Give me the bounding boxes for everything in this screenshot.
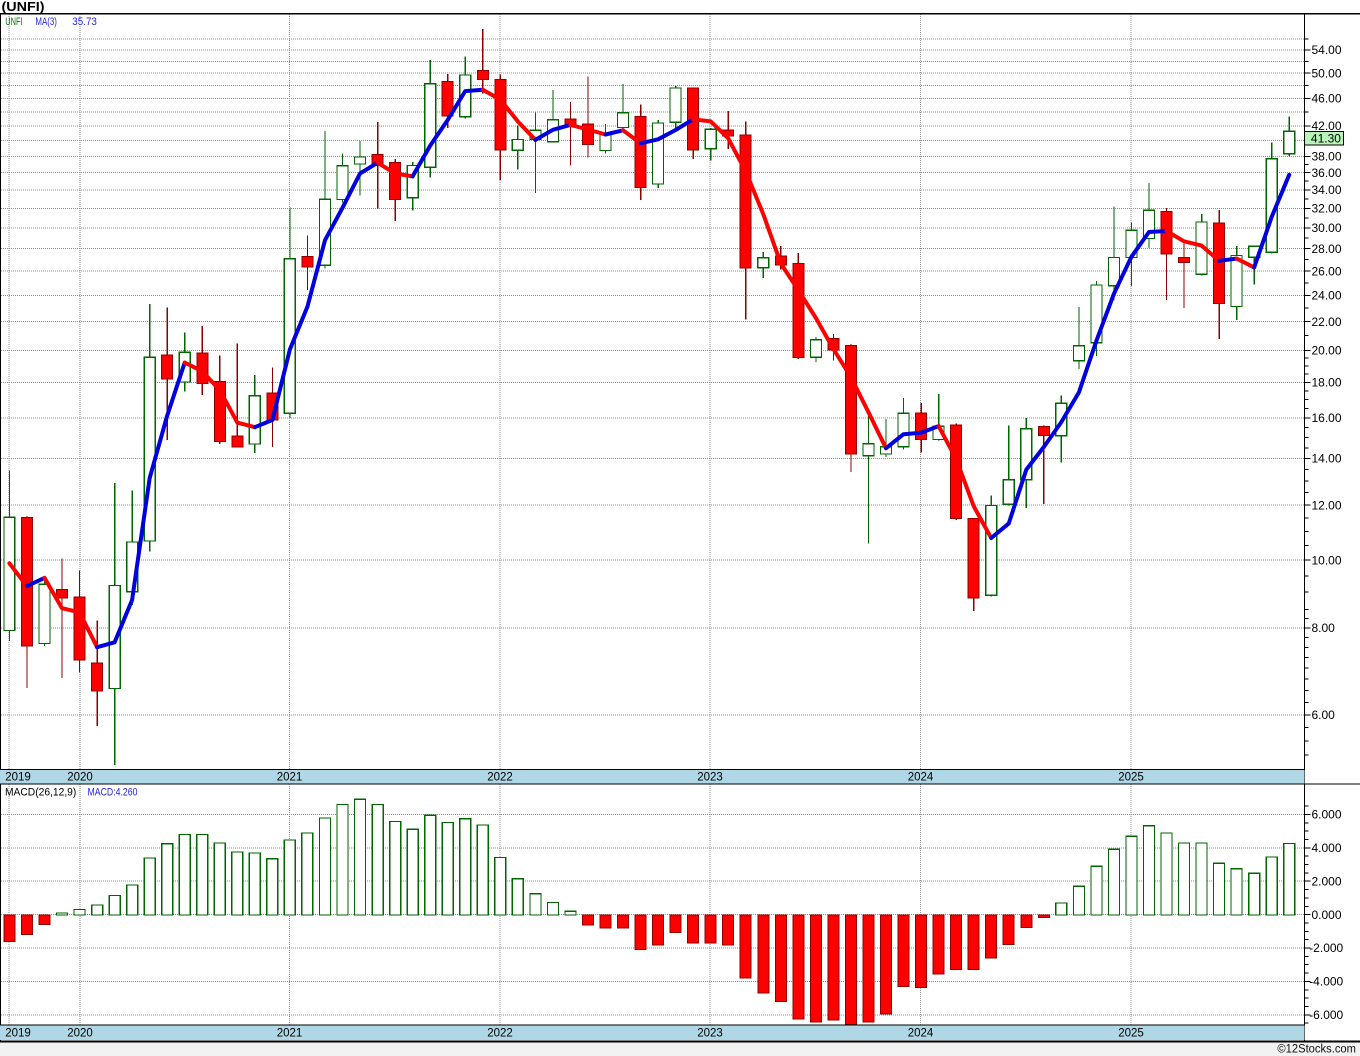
svg-text:20.00: 20.00 [1312, 344, 1342, 358]
svg-text:22.00: 22.00 [1312, 315, 1342, 329]
svg-text:0.000: 0.000 [1312, 908, 1342, 922]
svg-text:35.73: 35.73 [72, 16, 97, 28]
svg-text:MA(3): MA(3) [35, 16, 57, 28]
svg-text:28.00: 28.00 [1312, 242, 1342, 256]
svg-text:2019: 2019 [5, 1028, 31, 1040]
svg-text:4.000: 4.000 [1312, 841, 1342, 855]
svg-text:32.00: 32.00 [1312, 202, 1342, 216]
svg-text:34.00: 34.00 [1312, 183, 1342, 197]
svg-text:©12Stocks.com: ©12Stocks.com [1277, 1044, 1356, 1056]
svg-text:2023: 2023 [697, 771, 723, 783]
svg-text:46.00: 46.00 [1312, 92, 1342, 106]
svg-text:6.00: 6.00 [1312, 708, 1336, 722]
svg-text:12.00: 12.00 [1312, 498, 1342, 512]
svg-text:2022: 2022 [487, 1028, 513, 1040]
svg-text:2.000: 2.000 [1312, 874, 1342, 888]
svg-text:-4.000: -4.000 [1309, 975, 1343, 989]
svg-text:2021: 2021 [277, 1028, 303, 1040]
svg-text:10.00: 10.00 [1312, 553, 1342, 567]
svg-text:2023: 2023 [697, 1028, 723, 1040]
svg-text:30.00: 30.00 [1312, 221, 1342, 235]
svg-text:36.00: 36.00 [1312, 166, 1342, 180]
svg-text:2024: 2024 [908, 771, 934, 783]
svg-text:24.00: 24.00 [1312, 289, 1342, 303]
svg-text:2020: 2020 [67, 771, 93, 783]
svg-text:2019: 2019 [5, 771, 31, 783]
svg-text:MACD(26,12,9): MACD(26,12,9) [5, 787, 76, 799]
svg-text:8.00: 8.00 [1312, 621, 1336, 635]
svg-text:-6.000: -6.000 [1309, 1008, 1343, 1022]
svg-text:54.00: 54.00 [1312, 43, 1342, 57]
svg-text:14.00: 14.00 [1312, 452, 1342, 466]
svg-text:38.00: 38.00 [1312, 150, 1342, 164]
svg-text:(UNFI): (UNFI) [2, 0, 45, 14]
svg-text:-2.000: -2.000 [1309, 941, 1343, 955]
svg-text:42.00: 42.00 [1312, 119, 1342, 133]
svg-text:50.00: 50.00 [1312, 66, 1342, 80]
svg-text:2021: 2021 [277, 771, 303, 783]
svg-text:2022: 2022 [487, 771, 513, 783]
svg-text:2020: 2020 [67, 1028, 93, 1040]
svg-text:UNFI: UNFI [5, 16, 22, 28]
svg-text:41.30: 41.30 [1311, 132, 1341, 146]
svg-text:MACD:4.260: MACD:4.260 [88, 787, 138, 799]
svg-text:16.00: 16.00 [1312, 411, 1342, 425]
svg-text:2025: 2025 [1118, 771, 1144, 783]
svg-text:2024: 2024 [908, 1028, 934, 1040]
svg-text:6.000: 6.000 [1312, 808, 1342, 822]
svg-text:26.00: 26.00 [1312, 264, 1342, 278]
svg-text:2025: 2025 [1118, 1028, 1144, 1040]
svg-text:18.00: 18.00 [1312, 376, 1342, 390]
